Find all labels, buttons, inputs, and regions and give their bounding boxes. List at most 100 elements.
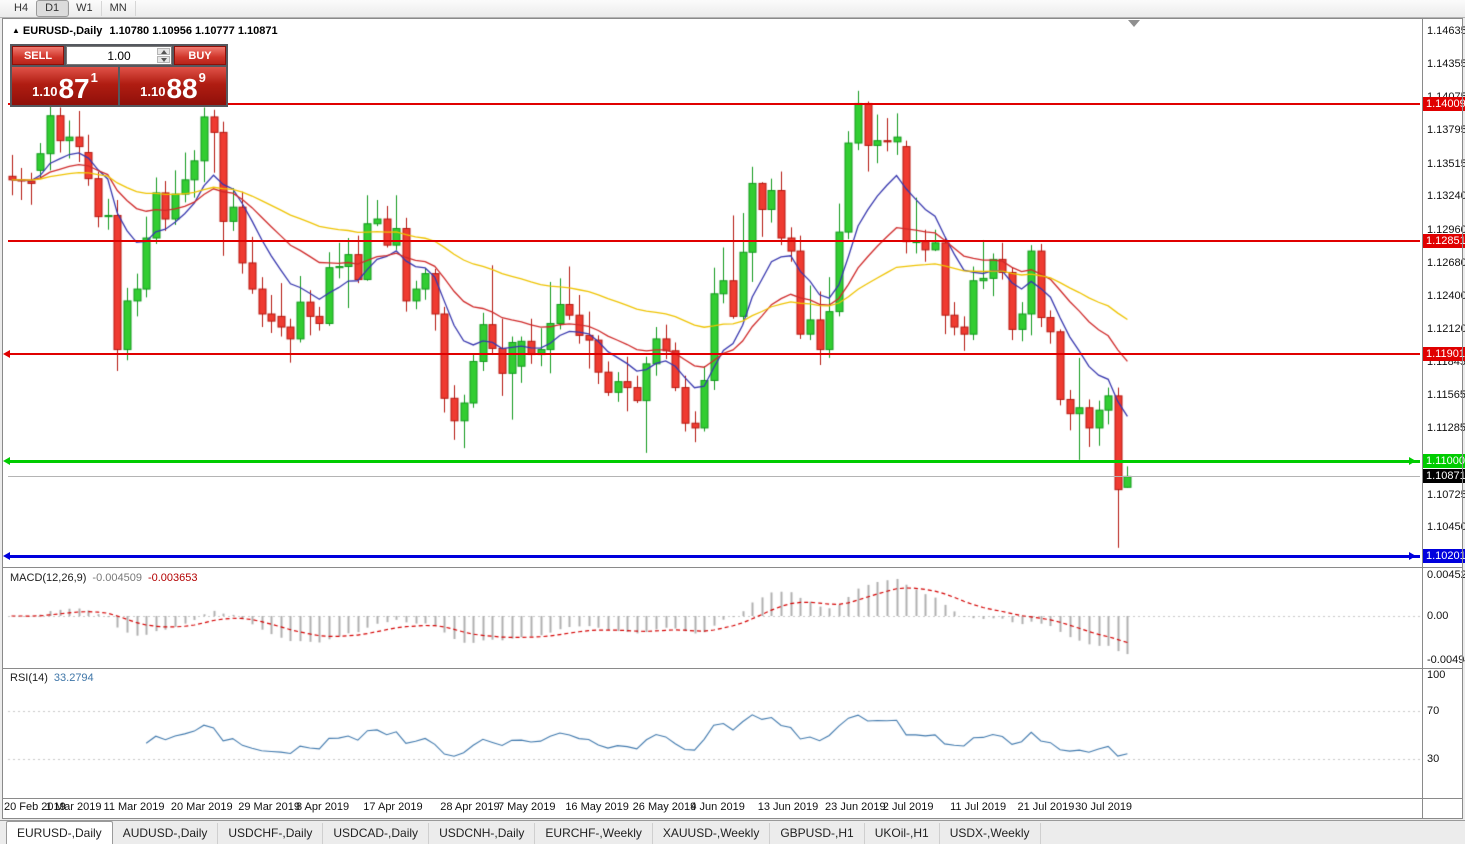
date-axis-label: 1 Mar 2019 (45, 801, 102, 813)
chart-tab-usdx-weekly[interactable]: USDX-,Weekly (940, 823, 1041, 844)
timeframe-button-d1[interactable]: D1 (36, 0, 70, 17)
resistance-line-lower-left-marker-icon (3, 350, 10, 359)
price-axis-label: 1.14355 (1427, 57, 1465, 70)
date-axis-label: 20 Mar 2019 (170, 801, 233, 813)
rsi-axis-label: 70 (1427, 705, 1440, 717)
timeframe-button-w1[interactable]: W1 (68, 1, 102, 16)
support-line-green-left-marker-icon (3, 457, 10, 466)
date-axis-label: 13 Jun 2019 (757, 801, 819, 813)
symbol-marker-icon: ▲ (12, 26, 20, 35)
macd-axis-label: 0.004524 (1427, 569, 1465, 582)
price-axis-label: 1.12960 (1427, 223, 1465, 236)
buy-button[interactable]: BUY (174, 46, 226, 65)
timeframe-button-mn[interactable]: MN (102, 1, 136, 16)
resistance-line-middle[interactable] (8, 240, 1420, 243)
volume-input[interactable] (87, 48, 151, 63)
date-axis-label: 17 Apr 2019 (363, 801, 423, 813)
resistance-line-lower-price-tag: 1.11901 (1423, 347, 1465, 362)
chart-tab-bar: EURUSD-,Daily AUDUSD-,Daily USDCHF-,Daily U… (0, 820, 1465, 844)
timeframe-toolbar: H4 D1 W1 MN (0, 0, 1465, 18)
arrow-up-icon (160, 49, 167, 54)
chart-tab-xauusd-weekly[interactable]: XAUUSD-,Weekly (653, 823, 771, 844)
resistance-line-lower[interactable] (8, 353, 1420, 356)
price-axis-label: 1.12680 (1427, 256, 1465, 269)
buy-price-sup: 9 (198, 70, 206, 85)
macd-main-value: -0.004509 (92, 572, 142, 584)
current-price-tag: 1.10871 (1423, 469, 1465, 484)
date-axis-label: 20 Feb 2019 (4, 801, 66, 813)
one-click-trade-panel: SELL BUY 1.10 87 1 1.10 88 9 (10, 44, 228, 107)
rsi-axis-label: 30 (1427, 753, 1440, 765)
macd-axis-label: 0.00 (1427, 610, 1449, 622)
chart-tab-usdchf-daily[interactable]: USDCHF-,Daily (218, 823, 324, 844)
price-axis-label: 1.11565 (1427, 389, 1465, 402)
chart-tab-ukoil-h1[interactable]: UKOil-,H1 (865, 823, 940, 844)
support-line-blue-price-tag: 1.10201 (1423, 549, 1465, 564)
volume-box (66, 46, 172, 65)
symbol-label: EURUSD-,Daily (22, 25, 103, 37)
chart-shift-marker-icon (1128, 20, 1140, 27)
date-axis-label: 21 Jul 2019 (1017, 801, 1075, 813)
volume-up-button[interactable] (157, 48, 170, 55)
date-axis-label: 16 May 2019 (565, 801, 629, 813)
arrow-down-icon (160, 57, 167, 62)
support-line-green[interactable] (8, 459, 1420, 463)
rsi-title: RSI(14) (10, 672, 48, 684)
date-axis-label: 26 May 2019 (632, 801, 697, 813)
resistance-line-middle-price-tag: 1.12851 (1423, 234, 1465, 249)
date-axis-label: 4 Jun 2019 (690, 801, 745, 813)
resistance-line-upper[interactable] (8, 102, 1420, 105)
chart-tab-usdcad-daily[interactable]: USDCAD-,Daily (323, 823, 430, 844)
sell-price-sup: 1 (90, 70, 98, 85)
date-axis-label: 28 Apr 2019 (440, 801, 500, 813)
sell-price-prefix: 1.10 (32, 84, 58, 99)
price-axis-label: 1.13515 (1427, 157, 1465, 170)
date-axis-label: 11 Jul 2019 (950, 801, 1007, 813)
price-axis-separator (1422, 19, 1423, 818)
support-line-blue-left-marker-icon (3, 552, 10, 561)
timeframe-button-h4[interactable]: H4 (6, 1, 38, 16)
date-axis-label: 29 Mar 2019 (238, 801, 300, 813)
current-price-line (8, 476, 1420, 478)
date-axis-label: 23 Jun 2019 (825, 801, 886, 813)
resistance-line-upper-price-tag: 1.14009 (1423, 96, 1465, 111)
macd-title: MACD(12,26,9) (10, 572, 87, 584)
rsi-value: 33.2794 (53, 672, 94, 684)
sell-price-big: 87 (58, 73, 90, 104)
price-axis-label: 1.12120 (1427, 323, 1465, 336)
chart-symbol-header: ▲ EURUSD-,Daily 1.10780 1.10956 1.10777 1.… (12, 25, 278, 37)
date-axis-label: 30 Jul 2019 (1075, 801, 1133, 813)
rsi-axis-label: 100 (1427, 669, 1446, 681)
price-axis-label: 1.13240 (1427, 190, 1465, 203)
price-axis-label: 1.10450 (1427, 521, 1465, 534)
chart-tab-eurusd-daily[interactable]: EURUSD-,Daily (6, 821, 113, 844)
chart-tab-audusd-daily[interactable]: AUDUSD-,Daily (113, 823, 219, 844)
volume-down-button[interactable] (157, 56, 170, 63)
support-line-blue-right-marker-icon (1409, 552, 1416, 561)
support-line-green-price-tag: 1.11000 (1423, 454, 1465, 469)
macd-signal-value: -0.003653 (147, 572, 198, 584)
chart-tab-eurchf-weekly[interactable]: EURCHF-,Weekly (535, 823, 653, 844)
rsi-header: RSI(14) 33.2794 (10, 672, 94, 684)
sell-price-tile[interactable]: 1.10 87 1 (12, 67, 118, 105)
support-line-green-right-marker-icon (1409, 457, 1416, 466)
price-axis-label: 1.11285 (1427, 422, 1465, 435)
date-axis-label: 2 Jul 2019 (882, 801, 934, 813)
macd-header: MACD(12,26,9) -0.004509 -0.003653 (10, 572, 198, 584)
date-axis-label: 8 Apr 2019 (295, 801, 350, 813)
panel-separator (3, 567, 1462, 568)
panel-separator (3, 668, 1462, 669)
chart-tab-gbpusd-h1[interactable]: GBPUSD-,H1 (770, 823, 865, 844)
price-axis-label: 1.10725 (1427, 488, 1465, 501)
chart-tab-usdcnh-daily[interactable]: USDCNH-,Daily (429, 823, 536, 844)
price-axis-label: 1.12400 (1427, 289, 1465, 302)
ohlc-values: 1.10780 1.10956 1.10777 1.10871 (109, 25, 278, 37)
buy-price-tile[interactable]: 1.10 88 9 (120, 67, 226, 105)
date-axis-label: 11 Mar 2019 (103, 801, 165, 813)
macd-axis-label: -0.00494 (1427, 654, 1465, 667)
support-line-blue[interactable] (8, 554, 1420, 558)
sell-button[interactable]: SELL (12, 46, 64, 65)
price-axis-label: 1.13795 (1427, 124, 1465, 137)
